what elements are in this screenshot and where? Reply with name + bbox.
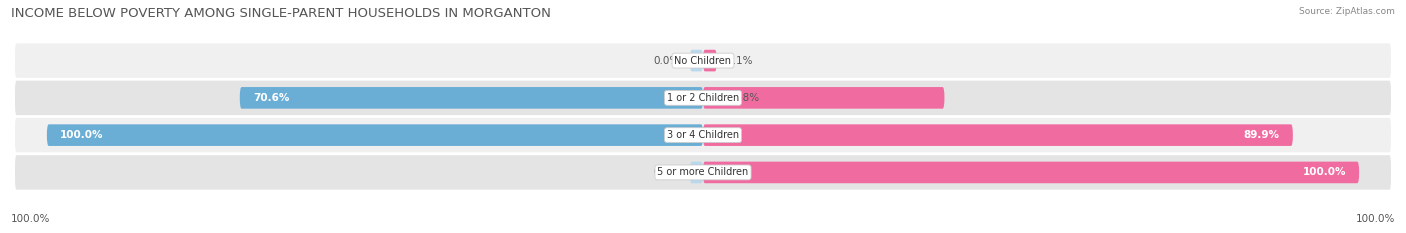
Text: 70.6%: 70.6% [253,93,290,103]
Text: 2.1%: 2.1% [725,56,752,65]
Text: 100.0%: 100.0% [11,214,51,224]
FancyBboxPatch shape [14,42,1392,79]
Text: 36.8%: 36.8% [725,93,759,103]
Text: INCOME BELOW POVERTY AMONG SINGLE-PARENT HOUSEHOLDS IN MORGANTON: INCOME BELOW POVERTY AMONG SINGLE-PARENT… [11,7,551,20]
FancyBboxPatch shape [703,162,1360,183]
FancyBboxPatch shape [703,87,945,109]
Text: 0.0%: 0.0% [654,168,681,177]
Text: No Children: No Children [675,56,731,65]
Text: 100.0%: 100.0% [1302,168,1346,177]
FancyBboxPatch shape [690,162,703,183]
Text: 0.0%: 0.0% [654,56,681,65]
Text: 1 or 2 Children: 1 or 2 Children [666,93,740,103]
FancyBboxPatch shape [240,87,703,109]
FancyBboxPatch shape [14,154,1392,191]
FancyBboxPatch shape [46,124,703,146]
FancyBboxPatch shape [14,80,1392,116]
Text: 100.0%: 100.0% [1355,214,1395,224]
FancyBboxPatch shape [14,117,1392,153]
Text: 89.9%: 89.9% [1244,130,1279,140]
Text: Source: ZipAtlas.com: Source: ZipAtlas.com [1299,7,1395,16]
FancyBboxPatch shape [690,50,703,71]
Text: 3 or 4 Children: 3 or 4 Children [666,130,740,140]
FancyBboxPatch shape [703,50,717,71]
Text: 100.0%: 100.0% [60,130,104,140]
FancyBboxPatch shape [703,124,1294,146]
Text: 5 or more Children: 5 or more Children [658,168,748,177]
